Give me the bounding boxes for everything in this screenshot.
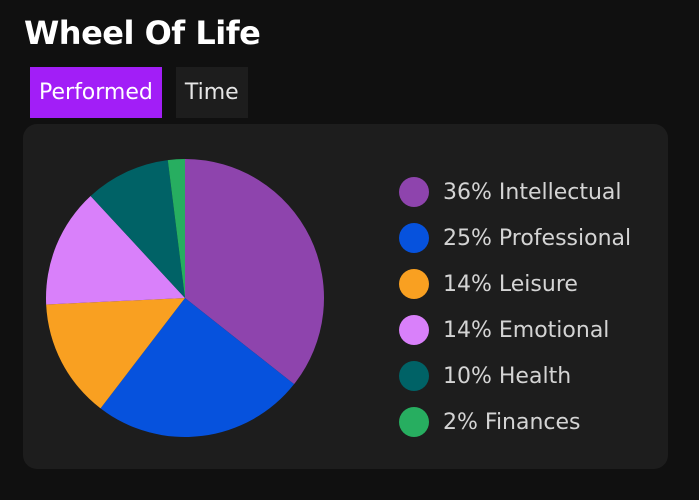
chart-card: 36% Intellectual 25% Professional 14% Le… [23, 124, 668, 469]
legend-item-emotional: 14% Emotional [399, 313, 631, 347]
pie-slice-intellectual [185, 159, 325, 385]
pie-slice-professional [100, 298, 295, 438]
pie-slice-finances [167, 159, 185, 298]
tab-bar: Performed Time [30, 67, 248, 118]
legend-item-leisure: 14% Leisure [399, 267, 631, 301]
page-title: Wheel Of Life [24, 14, 261, 52]
pie-slice-health [90, 160, 185, 298]
legend-swatch [399, 269, 429, 299]
legend-item-finances: 2% Finances [399, 405, 631, 439]
chart-legend: 36% Intellectual 25% Professional 14% Le… [399, 175, 631, 439]
legend-item-intellectual: 36% Intellectual [399, 175, 631, 209]
tab-performed[interactable]: Performed [30, 67, 162, 118]
tab-time[interactable]: Time [175, 67, 248, 118]
legend-item-health: 10% Health [399, 359, 631, 393]
legend-swatch [399, 223, 429, 253]
legend-label: 14% Emotional [443, 317, 610, 343]
pie-slice-emotional [45, 195, 185, 305]
legend-swatch [399, 177, 429, 207]
legend-label: 2% Finances [443, 409, 581, 435]
pie-chart [45, 159, 325, 438]
legend-swatch [399, 407, 429, 437]
legend-item-professional: 25% Professional [399, 221, 631, 255]
legend-label: 36% Intellectual [443, 179, 622, 205]
legend-swatch [399, 361, 429, 391]
legend-label: 14% Leisure [443, 271, 578, 297]
pie-slice-leisure [46, 298, 186, 409]
legend-label: 10% Health [443, 363, 572, 389]
legend-swatch [399, 315, 429, 345]
legend-label: 25% Professional [443, 225, 632, 251]
